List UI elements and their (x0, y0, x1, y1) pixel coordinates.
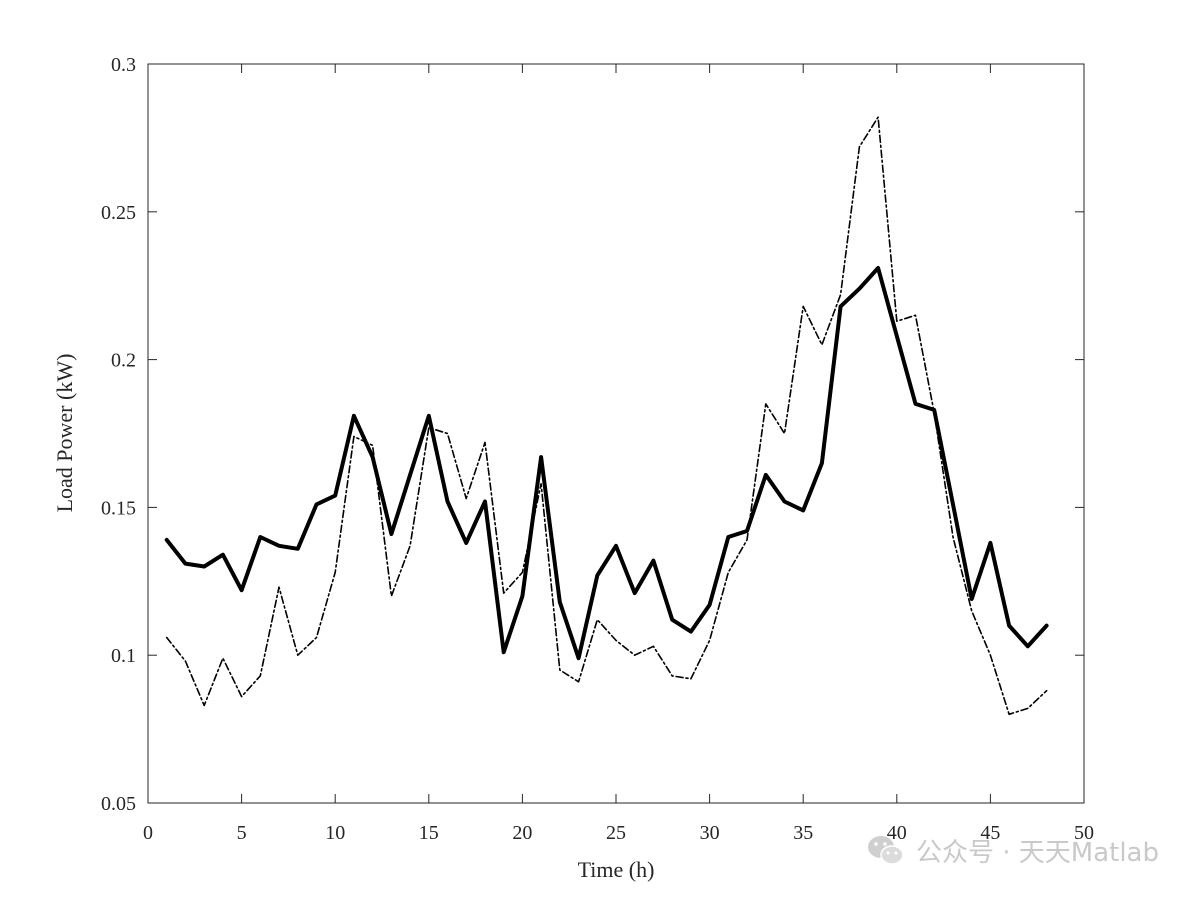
x-tick-label: 45 (980, 822, 1000, 844)
x-tick-label: 20 (512, 822, 532, 844)
x-tick-label: 15 (419, 822, 439, 844)
x-tick-label: 5 (237, 822, 247, 844)
x-tick-label: 35 (793, 822, 813, 844)
y-tick-label: 0.1 (111, 645, 136, 667)
x-tick-label: 0 (143, 822, 153, 844)
x-tick-label: 10 (325, 822, 345, 844)
y-tick-label: 0.15 (101, 497, 136, 519)
plot-background (148, 64, 1084, 803)
y-tick-label: 0.25 (101, 202, 136, 224)
tick-layer: 0 5 10 15 20 25 30 35 40 45 50 0.05 0.1 0.15 0.2 0.25 0.… (101, 54, 1094, 844)
x-tick-label: 25 (606, 822, 626, 844)
y-tick-label: 0.05 (101, 793, 136, 815)
watermark: 公众号 · 天天Matlab (866, 832, 1159, 869)
series-line-solid (164, 266, 1049, 661)
series-layer (164, 116, 1049, 716)
y-tick-label: 0.2 (111, 350, 136, 372)
y-axis-title: Load Power (kW) (52, 354, 77, 513)
x-tick-label: 40 (887, 822, 907, 844)
x-axis-title: Time (h) (578, 857, 655, 882)
watermark-text: 公众号 · 天天Matlab (915, 838, 1159, 868)
y-tick-label: 0.3 (111, 54, 136, 76)
series-line-dashdot (165, 116, 1048, 716)
wechat-icon (867, 835, 904, 865)
x-tick-label: 30 (700, 822, 720, 844)
x-tick-label: 50 (1074, 822, 1094, 844)
